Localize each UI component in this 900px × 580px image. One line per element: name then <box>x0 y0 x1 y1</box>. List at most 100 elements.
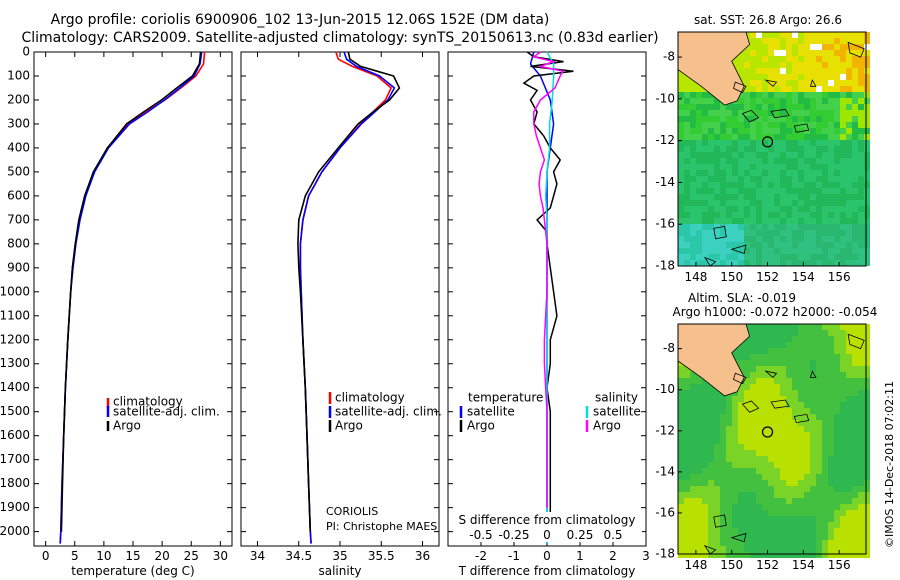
heatmap-cell <box>846 474 852 480</box>
heatmap-cell <box>678 104 684 110</box>
lon-tick-label: 156 <box>828 270 851 284</box>
heatmap-cell <box>756 128 762 134</box>
heatmap-cell <box>714 128 720 134</box>
heatmap-cell <box>804 110 810 116</box>
heatmap-cell <box>702 110 708 116</box>
heatmap-cell <box>798 176 804 182</box>
heatmap-cell <box>834 432 840 438</box>
heatmap-cell <box>816 260 822 266</box>
heatmap-cell <box>684 546 690 552</box>
heatmap-cell <box>732 552 738 558</box>
heatmap-cell <box>690 516 696 522</box>
heatmap-cell <box>696 92 702 98</box>
heatmap-cell <box>804 330 810 336</box>
heatmap-cell <box>852 552 858 558</box>
heatmap-cell <box>864 330 870 336</box>
heatmap-cell <box>822 468 828 474</box>
heatmap-cell <box>678 444 684 450</box>
heatmap-cell <box>678 480 684 486</box>
legend-label: Argo <box>593 419 621 433</box>
heatmap-cell <box>780 450 786 456</box>
heatmap-cell <box>768 528 774 534</box>
heatmap-cell <box>780 188 786 194</box>
imos-watermark: ©IMOS 14-Dec-2018 07:02:11 <box>883 381 896 548</box>
heatmap-cell <box>864 242 870 248</box>
heatmap-cell <box>714 498 720 504</box>
heatmap-cell <box>708 462 714 468</box>
heatmap-cell <box>708 420 714 426</box>
heatmap-cell <box>684 468 690 474</box>
heatmap-cell <box>762 450 768 456</box>
heatmap-cell <box>780 522 786 528</box>
heatmap-cell <box>684 414 690 420</box>
heatmap-cell <box>738 546 744 552</box>
heatmap-cell <box>774 528 780 534</box>
heatmap-cell <box>792 98 798 104</box>
heatmap-cell <box>744 134 750 140</box>
heatmap-cell <box>708 396 714 402</box>
heatmap-cell <box>720 438 726 444</box>
heatmap-cell <box>840 336 846 342</box>
heatmap-cell <box>798 224 804 230</box>
heatmap-cell <box>822 32 828 38</box>
heatmap-cell <box>726 236 732 242</box>
x-tick-label: 30 <box>213 549 228 563</box>
heatmap-cell <box>708 200 714 206</box>
heatmap-cell <box>768 438 774 444</box>
heatmap-cell <box>792 540 798 546</box>
heatmap-cell <box>750 236 756 242</box>
heatmap-cell <box>822 336 828 342</box>
heatmap-cell <box>846 528 852 534</box>
heatmap-cell <box>840 480 846 486</box>
heatmap-cell <box>864 152 870 158</box>
heatmap-cell <box>816 146 822 152</box>
heatmap-cell <box>732 432 738 438</box>
heatmap-cell <box>822 456 828 462</box>
heatmap-cell <box>780 348 786 354</box>
heatmap-cell <box>858 164 864 170</box>
heatmap-cell <box>810 384 816 390</box>
heatmap-cell <box>864 486 870 492</box>
heatmap-cell <box>726 164 732 170</box>
heatmap-cell <box>804 456 810 462</box>
heatmap-cell <box>708 248 714 254</box>
heatmap-cell <box>864 456 870 462</box>
heatmap-cell <box>786 552 792 558</box>
heatmap-cell <box>792 86 798 92</box>
heatmap-cell <box>732 56 738 62</box>
heatmap-cell <box>840 396 846 402</box>
depth-tick-label: 100 <box>7 68 30 82</box>
heatmap-cell <box>822 146 828 152</box>
heatmap-cell <box>804 384 810 390</box>
heatmap-cell <box>852 474 858 480</box>
heatmap-cell <box>762 366 768 372</box>
heatmap-cell <box>726 146 732 152</box>
heatmap-cell <box>810 342 816 348</box>
heatmap-cell <box>786 116 792 122</box>
heatmap-cell <box>852 408 858 414</box>
heatmap-cell <box>798 414 804 420</box>
heatmap-cell <box>774 98 780 104</box>
heatmap-cell <box>816 528 822 534</box>
heatmap-cell <box>762 236 768 242</box>
heatmap-cell <box>756 420 762 426</box>
heatmap-cell <box>804 492 810 498</box>
heatmap-cell <box>858 378 864 384</box>
heatmap-cell <box>858 212 864 218</box>
heatmap-cell <box>744 194 750 200</box>
heatmap-cell <box>744 408 750 414</box>
island-outline <box>764 79 778 87</box>
heatmap-cell <box>762 498 768 504</box>
heatmap-cell <box>738 552 744 558</box>
heatmap-cell <box>768 522 774 528</box>
heatmap-cell <box>846 182 852 188</box>
heatmap-cell <box>678 366 684 372</box>
lon-tick-label: 154 <box>792 558 815 572</box>
heatmap-cell <box>702 426 708 432</box>
heatmap-cell <box>690 86 696 92</box>
heatmap-cell <box>732 456 738 462</box>
heatmap-cell <box>690 152 696 158</box>
heatmap-cell <box>816 450 822 456</box>
heatmap-cell <box>756 444 762 450</box>
heatmap-cell <box>684 420 690 426</box>
